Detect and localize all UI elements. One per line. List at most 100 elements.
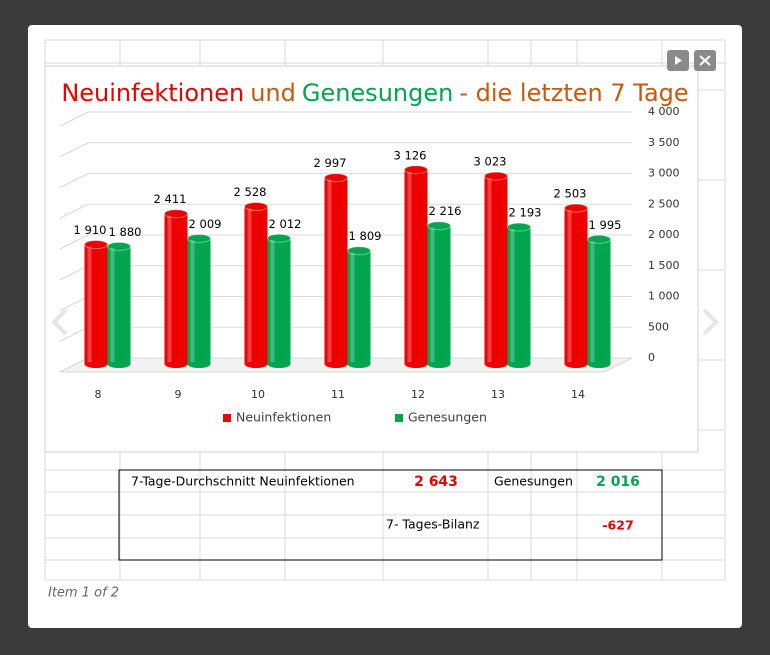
bar-shine <box>190 240 195 362</box>
bar-shine <box>270 240 275 362</box>
bar-cap <box>324 173 348 183</box>
bar <box>507 222 531 368</box>
y-tick-label: 3 000 <box>648 167 680 180</box>
grid-line <box>59 234 632 250</box>
bar-shine <box>167 215 172 362</box>
value-label: 2 193 <box>509 206 542 220</box>
bar-cap <box>187 233 211 243</box>
close-button[interactable] <box>694 50 716 71</box>
play-button[interactable] <box>667 50 689 71</box>
bar-body <box>347 250 371 364</box>
bar-body <box>164 213 188 364</box>
value-label: 2 009 <box>189 217 222 231</box>
y-tick-label: 2 000 <box>648 228 680 241</box>
bar <box>587 234 611 368</box>
grid-line <box>59 173 632 188</box>
grid-line <box>59 142 632 158</box>
bar-base <box>267 360 291 368</box>
y-tick-label: 3 500 <box>648 136 680 149</box>
title-part: Genesungen <box>302 79 453 107</box>
value-label: 1 910 <box>74 223 107 237</box>
balance-label: 7- Tages-Bilanz <box>386 517 480 532</box>
bar-cap <box>267 233 291 243</box>
value-label: 1 809 <box>349 229 382 243</box>
bar-base <box>587 360 611 368</box>
legend-swatch <box>395 414 403 422</box>
bar-cap <box>404 165 428 175</box>
bar-shine <box>110 248 115 362</box>
bar-body <box>484 176 508 364</box>
y-tick-label: 2 500 <box>648 197 680 210</box>
bar-shine <box>590 241 595 362</box>
bar-cap <box>347 246 371 256</box>
bar-body <box>404 169 428 364</box>
bar <box>404 165 428 368</box>
bar-cap <box>244 202 268 212</box>
bar-cap <box>484 171 508 181</box>
avg-label: 7-Tage-Durchschnitt Neuinfektionen <box>131 474 355 489</box>
bar-base <box>84 360 108 368</box>
bar-shine <box>430 227 435 362</box>
bar-shine <box>350 252 355 362</box>
bar-base <box>347 360 371 368</box>
bar-body <box>324 177 348 364</box>
balance-value: -627 <box>602 518 633 533</box>
bar-shine <box>567 210 572 362</box>
avg-value: 2 643 <box>414 474 458 490</box>
x-tick-label: 14 <box>571 388 585 401</box>
bar <box>484 171 508 368</box>
summary-box <box>118 469 663 561</box>
bar <box>107 241 131 368</box>
bar-cap <box>564 203 588 213</box>
y-tick-label: 0 <box>648 351 655 364</box>
bar <box>267 233 291 368</box>
value-label: 2 528 <box>234 185 267 199</box>
bar-base <box>187 360 211 368</box>
y-tick-label: 4 000 <box>648 105 680 118</box>
title-part: und <box>250 79 296 107</box>
grid-line <box>59 203 632 219</box>
x-tick-label: 12 <box>411 388 425 401</box>
y-tick-label: 1 500 <box>648 259 680 272</box>
recovered-value: 2 016 <box>596 474 640 490</box>
bar-body <box>507 227 531 364</box>
bar-body <box>587 239 611 364</box>
caption: Item 1 of 2 <box>48 586 119 601</box>
x-tick-label: 11 <box>331 388 345 401</box>
next-arrow[interactable] <box>702 308 719 336</box>
bar-body <box>427 225 451 364</box>
value-label: 2 503 <box>554 187 587 201</box>
legend-label: Neuinfektionen <box>236 410 331 425</box>
chart-title: Neuinfektionen und Genesungen - die letzten… <box>61 79 688 107</box>
bar-base <box>404 360 428 368</box>
bar-shine <box>487 178 492 362</box>
x-tick-label: 8 <box>95 388 102 401</box>
bar-body <box>84 244 108 364</box>
x-tick-label: 9 <box>175 388 182 401</box>
bar-shine <box>510 229 515 362</box>
bar-shine <box>87 246 92 362</box>
bar-cap <box>164 209 188 219</box>
bar-cap <box>587 234 611 244</box>
value-label: 2 216 <box>429 204 462 218</box>
value-label: 3 023 <box>474 155 507 169</box>
bar-shine <box>407 171 412 362</box>
bar <box>347 246 371 368</box>
legend-swatch <box>223 414 231 422</box>
x-tick-label: 10 <box>251 388 265 401</box>
bar-shine <box>327 179 332 362</box>
bar-base <box>164 360 188 368</box>
bar-body <box>107 246 131 364</box>
value-label: 3 126 <box>394 148 427 162</box>
bar-base <box>564 360 588 368</box>
prev-arrow[interactable] <box>51 308 68 336</box>
bar-cap <box>427 221 451 231</box>
bar-base <box>244 360 268 368</box>
recovered-label: Genesungen <box>494 474 573 489</box>
bar <box>324 173 348 368</box>
value-label: 1 880 <box>109 225 142 239</box>
bar-base <box>107 360 131 368</box>
bar-body <box>244 206 268 364</box>
bar-cap <box>84 240 108 250</box>
bar <box>187 233 211 368</box>
